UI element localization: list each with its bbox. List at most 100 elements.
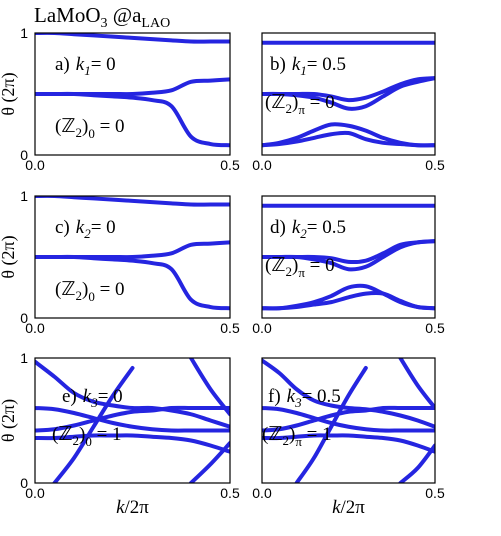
panel-sub: 3: [90, 395, 98, 410]
x-tick-label: 0.5: [425, 485, 445, 501]
wilson-band: [35, 240, 230, 260]
wilson-band: [35, 405, 230, 433]
wilson-band: [398, 443, 435, 483]
panel-var: k: [292, 54, 301, 75]
wilson-band: [398, 358, 435, 410]
invariant-index: π: [298, 102, 305, 117]
panel-label: e) k3= 0: [62, 386, 123, 410]
y-tick-label: 0: [20, 310, 28, 326]
invariant-close: ): [79, 424, 85, 445]
panel-rest: = 0: [91, 217, 116, 238]
title-sub: LAO: [141, 16, 170, 31]
invariant-open: (ℤ: [55, 279, 75, 300]
wilson-band: [262, 239, 435, 265]
x-axis-label: k/2π: [332, 497, 365, 518]
wilson-band: [262, 130, 435, 148]
invariant-open: (ℤ: [262, 424, 282, 445]
panel-var: k: [76, 54, 85, 75]
invariant-index: 0: [85, 434, 92, 449]
invariant-close: ): [82, 116, 88, 137]
invariant-index: 0: [88, 126, 95, 141]
y-tick-label: 1: [20, 188, 28, 204]
wilson-band: [35, 196, 230, 207]
invariant-rest: = 0: [305, 255, 335, 276]
invariant-close: ): [292, 255, 298, 276]
title-rest: @a: [108, 3, 143, 27]
invariant-open: (ℤ: [52, 424, 72, 445]
panel-var: k: [292, 217, 301, 238]
wilson-band: [35, 77, 230, 97]
y-tick-label: 0: [20, 147, 28, 163]
plot-frame: [34, 195, 231, 319]
plot-frame: [261, 32, 436, 156]
panel: 0.0 0.5d) k2= 0.5(ℤ2)π = 0: [252, 195, 445, 336]
invariant-sub: 2: [285, 101, 292, 116]
panel-rest: = 0.5: [307, 54, 346, 75]
wilson-band: [52, 366, 135, 483]
wilson-band: [35, 254, 230, 311]
x-tick-label: 0.5: [425, 157, 445, 173]
panel-sub: 2: [84, 226, 91, 241]
panel-letter: f): [268, 386, 281, 407]
invariant: (ℤ2)π = 0: [265, 92, 335, 117]
y-tick-label: 0: [20, 475, 28, 491]
invariant-rest: = 0: [95, 116, 125, 137]
invariant-rest: = 1: [302, 424, 332, 445]
wilson-band: [35, 33, 230, 44]
x-axis-label: k/2π: [116, 497, 149, 518]
invariant-rest: = 0: [95, 279, 125, 300]
panel-letter: b): [270, 54, 286, 75]
wilson-band: [262, 406, 435, 433]
invariant-sub: 2: [75, 288, 82, 303]
wilson-band: [262, 433, 435, 454]
figure-title: LaMoO3 @aLAO: [34, 3, 170, 31]
panel-label: f) k3= 0.5: [268, 386, 341, 410]
plot-frame: [261, 357, 436, 484]
x-label-var: k: [116, 497, 125, 518]
wilson-band: [35, 91, 230, 148]
x-tick-label: 0.0: [25, 320, 45, 336]
panel-letter: d): [270, 217, 286, 238]
invariant-index: 0: [88, 289, 95, 304]
panel-rest: = 0.5: [307, 217, 346, 238]
plot-frame: [34, 32, 231, 156]
wilson-band: [189, 358, 230, 417]
panel-label: a) k1= 0: [55, 54, 116, 78]
x-tick-label: 0.0: [252, 320, 272, 336]
panel-sub: 2: [300, 226, 307, 241]
invariant-index: π: [298, 265, 305, 280]
panel-sub: 3: [294, 395, 302, 410]
panel-rest: = 0: [98, 386, 123, 407]
wilson-band: [262, 405, 435, 433]
panel: 0.0 0.5 b) k1= 0.5 (ℤ2)π = 0: [252, 32, 445, 173]
panel-label: c) k2= 0: [55, 217, 116, 241]
invariant-close: ): [292, 92, 298, 113]
x-tick-label: 0.5: [220, 485, 240, 501]
y-tick-label: 1: [20, 350, 28, 366]
invariant-sub: 2: [75, 125, 82, 140]
panel-letter: a): [55, 54, 70, 75]
wilson-band: [262, 76, 435, 103]
y-axis-label: θ (2π): [0, 72, 19, 115]
panel-letter: c): [55, 217, 70, 238]
invariant-sub: 2: [72, 433, 79, 448]
panel-rest: = 0: [91, 54, 116, 75]
invariant-sub: 2: [285, 264, 292, 279]
wilson-band: [35, 359, 230, 429]
y-tick-label: 1: [20, 25, 28, 41]
x-tick-label: 0.5: [220, 320, 240, 336]
panel: 0.0 0.5f) k3= 0.5(ℤ2)π = 1k/2π: [252, 357, 445, 518]
invariant: (ℤ2)π = 0: [265, 255, 335, 280]
invariant-close: ): [289, 424, 295, 445]
title-sub: 3: [101, 16, 108, 31]
x-tick-label: 0.0: [25, 485, 45, 501]
invariant: (ℤ2)0 = 1: [52, 424, 122, 449]
x-tick-label: 0.0: [25, 157, 45, 173]
wilson-band: [294, 366, 368, 483]
invariant-rest: = 0: [305, 92, 335, 113]
panel-label: d) k2= 0.5: [270, 217, 346, 241]
invariant-close: ): [82, 279, 88, 300]
